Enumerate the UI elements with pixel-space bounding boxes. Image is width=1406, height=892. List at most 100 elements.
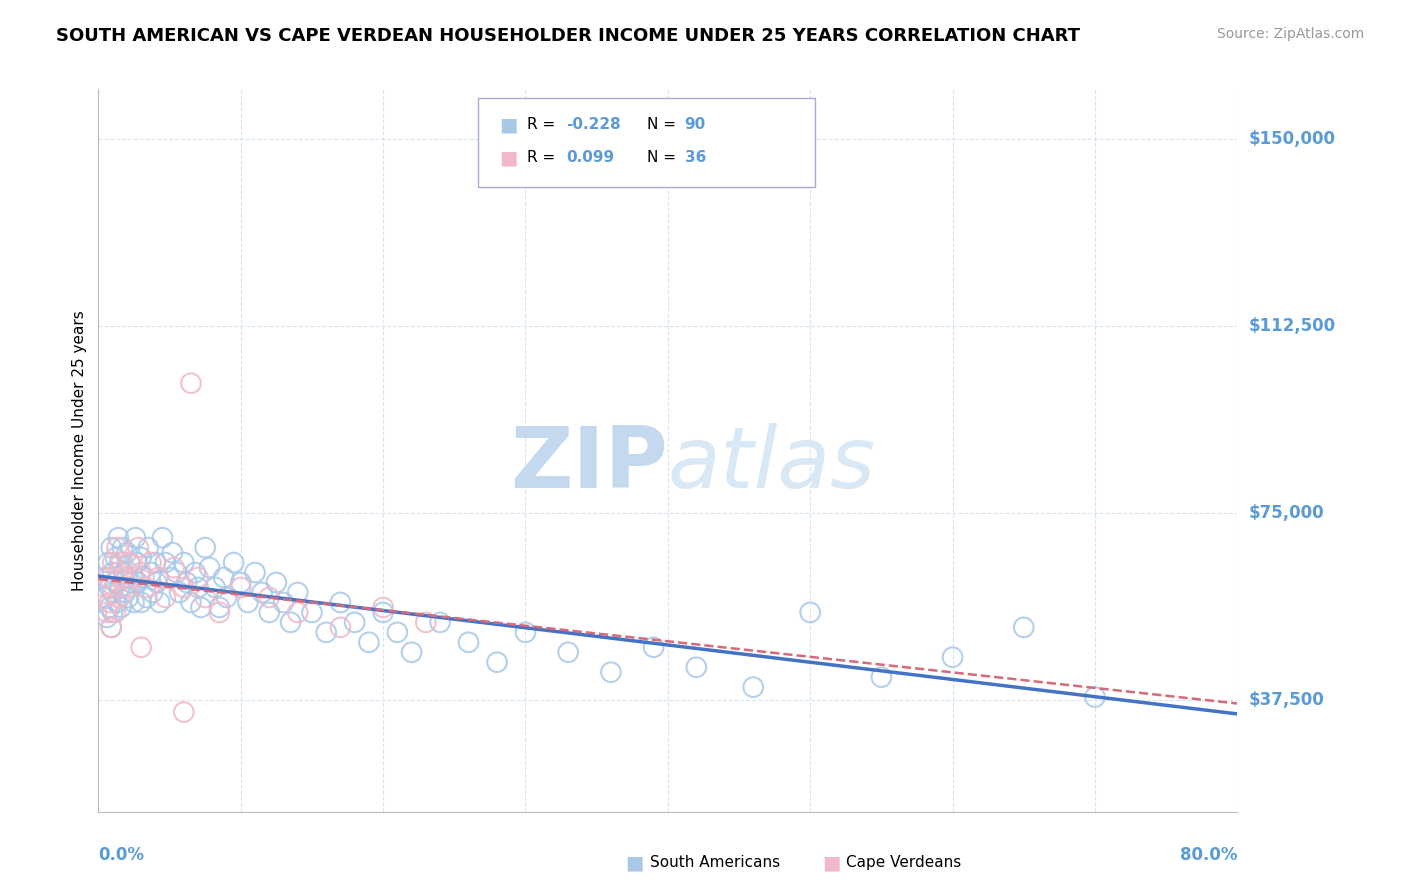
Point bbox=[429, 615, 451, 630]
Point bbox=[104, 550, 127, 565]
Point bbox=[118, 556, 141, 570]
Text: 0.0%: 0.0% bbox=[98, 847, 145, 864]
Point bbox=[870, 670, 893, 684]
Point bbox=[685, 660, 707, 674]
Point bbox=[96, 610, 118, 624]
Point bbox=[250, 585, 273, 599]
Point bbox=[134, 581, 156, 595]
Point bbox=[401, 645, 423, 659]
Point bbox=[101, 556, 124, 570]
Point bbox=[101, 566, 124, 580]
Point bbox=[222, 556, 245, 570]
Point bbox=[125, 556, 148, 570]
Text: South Americans: South Americans bbox=[650, 855, 780, 870]
Point bbox=[415, 615, 437, 630]
Point bbox=[110, 556, 132, 570]
Point bbox=[115, 581, 138, 595]
Point bbox=[329, 595, 352, 609]
Point bbox=[259, 591, 281, 605]
Point bbox=[111, 541, 134, 555]
Point bbox=[457, 635, 479, 649]
Point bbox=[112, 566, 135, 580]
Point bbox=[343, 615, 366, 630]
Point bbox=[101, 585, 124, 599]
Point bbox=[135, 591, 157, 605]
Point bbox=[115, 546, 138, 560]
Point bbox=[159, 570, 181, 584]
Point bbox=[108, 581, 131, 595]
Point bbox=[127, 575, 149, 590]
Point bbox=[1012, 620, 1035, 634]
Text: 36: 36 bbox=[685, 151, 706, 165]
Point bbox=[124, 531, 146, 545]
Point bbox=[187, 581, 209, 595]
Text: Source: ZipAtlas.com: Source: ZipAtlas.com bbox=[1216, 27, 1364, 41]
Point bbox=[94, 581, 117, 595]
Point bbox=[557, 645, 579, 659]
Text: atlas: atlas bbox=[668, 424, 876, 507]
Point bbox=[97, 556, 120, 570]
Point bbox=[229, 575, 252, 590]
Text: $75,000: $75,000 bbox=[1249, 504, 1324, 522]
Point bbox=[127, 541, 149, 555]
Point bbox=[163, 560, 186, 574]
Point bbox=[315, 625, 337, 640]
Text: N =: N = bbox=[647, 151, 681, 165]
Point bbox=[104, 575, 127, 590]
Text: $150,000: $150,000 bbox=[1249, 130, 1336, 148]
Point bbox=[132, 570, 155, 584]
Point bbox=[280, 615, 302, 630]
Point bbox=[149, 595, 172, 609]
Point bbox=[259, 606, 281, 620]
Point bbox=[243, 566, 266, 580]
Point bbox=[129, 566, 152, 580]
Text: 80.0%: 80.0% bbox=[1180, 847, 1237, 864]
Point bbox=[387, 625, 409, 640]
Point bbox=[98, 595, 121, 609]
Point bbox=[104, 606, 127, 620]
Point bbox=[187, 570, 209, 584]
Point bbox=[146, 575, 169, 590]
Point bbox=[357, 635, 380, 649]
Point bbox=[329, 620, 352, 634]
Point bbox=[273, 595, 295, 609]
Point bbox=[266, 575, 288, 590]
Point bbox=[105, 595, 128, 609]
Point bbox=[145, 556, 167, 570]
Point bbox=[198, 560, 221, 574]
Point bbox=[100, 620, 122, 634]
Point bbox=[155, 591, 177, 605]
Point bbox=[942, 650, 965, 665]
Text: R =: R = bbox=[527, 151, 561, 165]
Point bbox=[176, 575, 198, 590]
Point bbox=[122, 595, 145, 609]
Point bbox=[194, 591, 217, 605]
Point bbox=[799, 606, 821, 620]
Point bbox=[97, 570, 120, 584]
Point bbox=[108, 591, 131, 605]
Point bbox=[287, 606, 309, 620]
Point bbox=[100, 620, 122, 634]
Text: R =: R = bbox=[527, 118, 561, 132]
Point bbox=[96, 606, 118, 620]
Point bbox=[180, 376, 202, 391]
Point bbox=[105, 541, 128, 555]
Text: ■: ■ bbox=[823, 853, 841, 872]
Point bbox=[173, 705, 195, 719]
Point bbox=[110, 600, 132, 615]
Point bbox=[152, 531, 174, 545]
Point bbox=[94, 570, 117, 584]
Point bbox=[173, 556, 195, 570]
Point bbox=[287, 585, 309, 599]
Point bbox=[742, 680, 765, 694]
Text: $37,500: $37,500 bbox=[1249, 690, 1324, 708]
Point bbox=[600, 665, 623, 680]
Point bbox=[94, 591, 117, 605]
Point bbox=[129, 550, 152, 565]
Point bbox=[212, 570, 235, 584]
Point bbox=[120, 575, 142, 590]
Point bbox=[194, 541, 217, 555]
Point bbox=[204, 581, 226, 595]
Point bbox=[643, 640, 665, 655]
Text: 90: 90 bbox=[685, 118, 706, 132]
